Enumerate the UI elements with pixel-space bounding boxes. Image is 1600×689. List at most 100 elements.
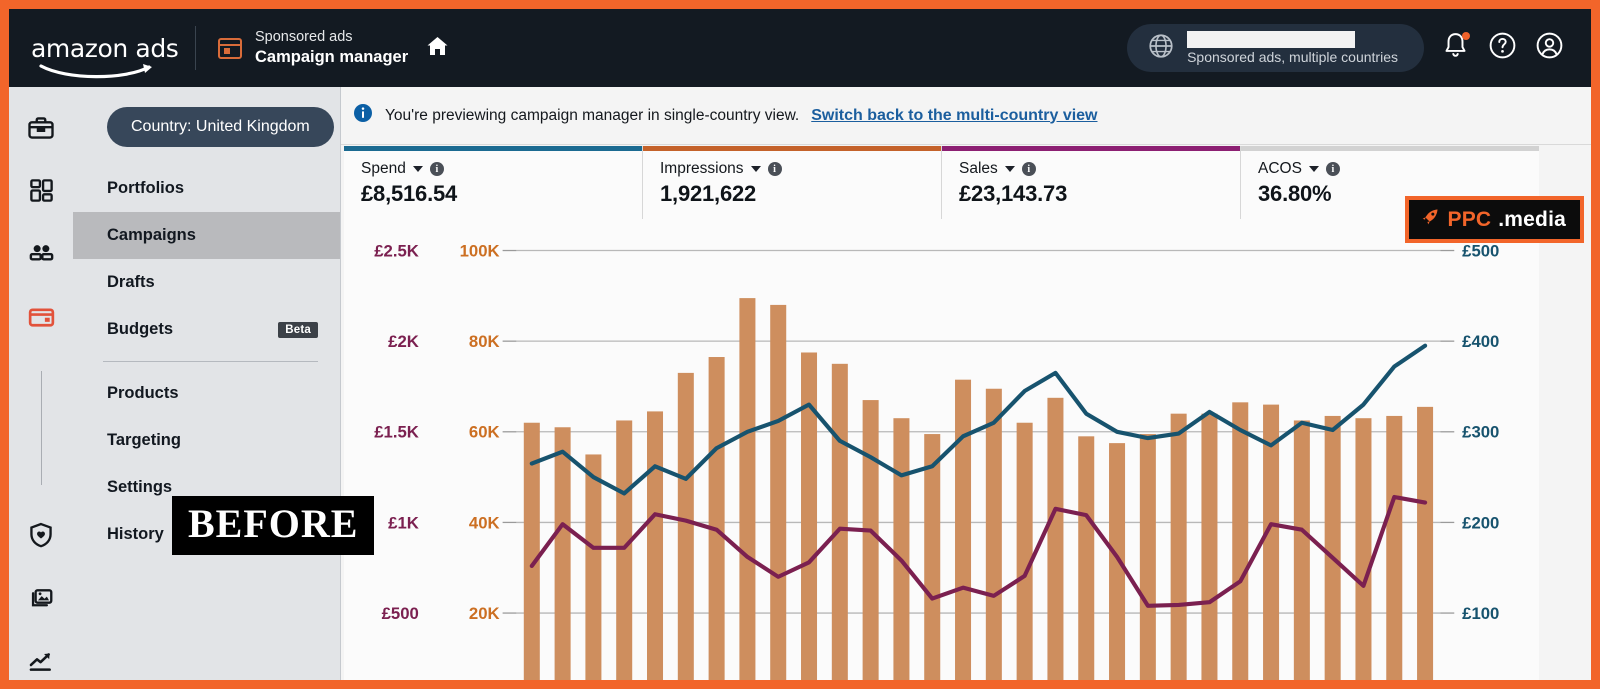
chart-bar[interactable] [770,304,787,689]
info-icon[interactable]: i [1325,162,1340,176]
sidebar-item-budgets[interactable]: Budgets Beta [73,306,340,353]
chart-bar[interactable] [1293,420,1310,689]
sidebar-item-label: Campaigns [107,226,196,244]
chart-bar[interactable] [1386,415,1403,689]
kpi-card-acos[interactable]: ACOS i 36.80% [1241,146,1539,219]
sidebar-item-label: Settings [107,478,173,496]
chevron-down-icon[interactable] [1004,166,1015,172]
kpi-card-sales[interactable]: Sales i £23,143.73 [942,146,1241,219]
chart-bar[interactable] [554,427,571,689]
chart-bar[interactable] [1201,413,1218,689]
performance-chart[interactable]: £00£0£50020K£100£1K40K£200£1.5K60K£300£2… [344,219,1539,689]
chart-bar[interactable] [801,352,818,689]
globe-icon [1147,32,1175,65]
chart-bar[interactable] [1232,402,1249,689]
svg-text:£500: £500 [1462,241,1499,260]
chevron-down-icon[interactable] [750,166,761,172]
chart-bar[interactable] [1139,434,1156,689]
account-name-redacted [1187,31,1356,48]
kpi-accent-bar [942,146,1240,151]
chart-bar[interactable] [585,454,602,689]
kpi-value: £23,143.73 [959,181,1068,206]
chart-bar[interactable] [1109,443,1126,689]
chart-bar[interactable] [893,418,910,689]
sidebar-item-settings[interactable]: Settings [73,464,340,511]
switch-to-multi-country-link[interactable]: Switch back to the multi-country view [811,106,1098,124]
svg-text:40K: 40K [469,513,500,532]
chevron-down-icon[interactable] [412,166,423,172]
shield-heart-icon [27,521,55,554]
secondary-nav-divider [103,361,318,362]
chart-bar[interactable] [1016,422,1033,689]
help-icon[interactable] [1487,30,1518,66]
amazon-ads-logo[interactable]: amazon ads [31,33,181,78]
ppc-tld-text: .media [1498,207,1566,231]
rail-item-shield-heart-icon[interactable] [24,521,58,554]
sidebar-item-products[interactable]: Products [73,370,340,417]
sidebar-item-drafts[interactable]: Drafts [73,259,340,306]
sidebar-item-targeting[interactable]: Targeting [73,417,340,464]
chart-bar[interactable] [1170,413,1187,689]
chart-line-sales[interactable] [529,494,1428,608]
kpi-label: Sales [959,160,998,177]
chart-bar[interactable] [523,422,540,689]
chart-bar[interactable] [985,388,1002,689]
chart-bar[interactable] [924,434,941,689]
home-icon[interactable] [425,34,450,63]
chart-bar[interactable] [616,420,633,689]
chart-bar[interactable] [1355,418,1372,689]
chart-bar[interactable] [862,400,879,689]
notification-dot [1462,32,1470,40]
chart-bar[interactable] [708,357,725,689]
sidebar-item-portfolios[interactable]: Portfolios [73,165,340,212]
chart-line-spend[interactable] [529,343,1428,496]
chart-bar[interactable] [955,379,972,689]
ppc-brand-text: PPC [1447,207,1492,231]
rail-item-trending-up-icon[interactable] [24,647,58,680]
chevron-down-icon[interactable] [1308,166,1319,172]
info-icon[interactable]: i [1021,162,1036,176]
rail-item-audiences-people-icon[interactable] [24,239,58,273]
chart-bar[interactable] [1047,397,1064,689]
kpi-accent-bar [643,146,941,151]
chart-bar[interactable] [647,411,664,689]
rail-item-dashboard-grid-icon[interactable] [24,177,58,209]
app-context[interactable]: Sponsored ads Campaign manager [218,29,450,67]
account-icon[interactable] [1534,30,1565,66]
chart-bar[interactable] [831,363,848,689]
before-watermark: BEFORE [172,496,375,555]
account-country-selector[interactable]: Sponsored ads, multiple countries [1127,24,1424,72]
chart-bar[interactable] [1078,436,1095,689]
trending-up-icon [27,647,55,680]
performance-chart-card: £00£0£50020K£100£1K40K£200£1.5K60K£300£2… [344,219,1539,680]
svg-text:£1K: £1K [388,513,419,532]
ppc-media-watermark: PPC .media [1405,196,1584,243]
kpi-card-spend[interactable]: Spend i £8,516.54 [344,146,643,219]
chart-bar[interactable] [739,298,756,689]
amazon-smile-icon [39,63,155,79]
secondary-nav-list: Portfolios Campaigns Drafts Budgets Beta Prod… [73,165,340,558]
chart-bar[interactable] [1324,415,1341,689]
sidebar-item-label: Targeting [107,431,181,449]
info-icon[interactable]: i [767,162,782,176]
svg-text:£500: £500 [382,604,419,623]
campaign-card-icon [27,303,56,337]
chart-bar[interactable] [677,372,694,689]
sidebar-item-campaigns[interactable]: Campaigns [73,212,340,259]
bell-icon[interactable] [1440,30,1471,66]
sidebar-item-history[interactable]: History [73,511,340,558]
main-content: You're previewing campaign manager in si… [341,87,1591,680]
kpi-value: £8,516.54 [361,181,458,206]
rail-item-briefcase-icon[interactable] [24,113,58,147]
rail-item-creative-media-icon[interactable] [24,584,58,617]
chart-bar[interactable] [1417,406,1434,689]
rail-item-campaign-card-icon[interactable] [24,303,58,337]
amazon-ads-logo-text: amazon ads [31,33,179,63]
sidebar-item-label: Budgets [107,320,173,338]
svg-text:£200: £200 [1462,513,1499,532]
info-icon[interactable]: i [429,162,444,176]
country-filter-pill[interactable]: Country: United Kingdom [107,107,334,147]
kpi-value: 36.80% [1258,181,1332,206]
kpi-card-impressions[interactable]: Impressions i 1,921,622 [643,146,942,219]
chart-bar[interactable] [1263,404,1280,689]
